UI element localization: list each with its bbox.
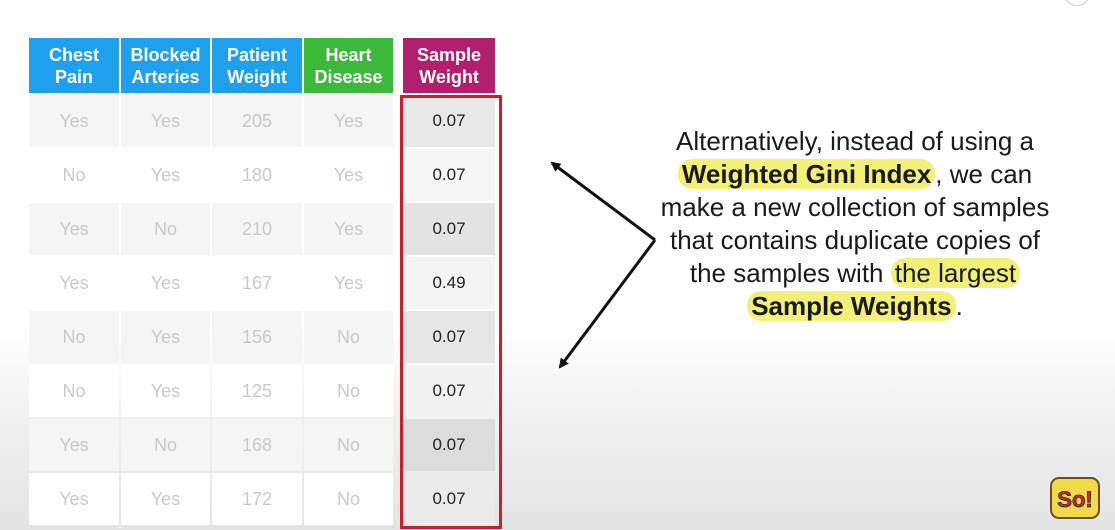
table-cell: No	[29, 365, 119, 417]
sample-weight-cell: 0.07	[403, 473, 495, 525]
sample-weight-cell: 0.07	[403, 149, 495, 201]
sample-weight-cell: 0.07	[403, 95, 495, 147]
table-cell: Yes	[121, 311, 210, 363]
table-cell: Yes	[121, 257, 210, 309]
explanation-part1: Alternatively, instead of using a	[676, 126, 1034, 156]
table-cell: 205	[212, 95, 302, 147]
table-cell: No	[29, 311, 119, 363]
table-cell: 168	[212, 419, 302, 471]
table-cell: 167	[212, 257, 302, 309]
table-cell: 210	[212, 203, 302, 255]
table-cell: 172	[212, 473, 302, 525]
sample-weight-cell: 0.07	[403, 365, 495, 417]
table-cell: No	[29, 149, 119, 201]
table-cell: Yes	[29, 257, 119, 309]
table-cell: Yes	[29, 473, 119, 525]
statquest-logo-icon: So!	[1048, 475, 1102, 521]
table-cell: No	[304, 311, 393, 363]
table-cell: Yes	[121, 149, 210, 201]
table-cell: No	[304, 419, 393, 471]
table-cell: No	[304, 473, 393, 525]
table-cell: Yes	[121, 95, 210, 147]
table-cell: Yes	[304, 257, 393, 309]
table-cell: No	[121, 203, 210, 255]
explanation-part2: , we can make a new collection of sample…	[660, 159, 1050, 288]
sample-weight-cell: 0.07	[403, 203, 495, 255]
table-cell: 180	[212, 149, 302, 201]
table-cell: Yes	[121, 473, 210, 525]
table-cell: 156	[212, 311, 302, 363]
highlight-largest: the largest	[890, 258, 1021, 288]
svg-text:So!: So!	[1057, 487, 1092, 512]
highlight-weighted-gini: Weighted Gini Index	[677, 159, 936, 189]
header-patient-weight: Patient Weight	[212, 38, 302, 93]
header-chest-pain: Chest Pain	[29, 38, 119, 93]
explanation-text: Alternatively, instead of using a Weight…	[650, 125, 1060, 323]
sample-weight-highlight-box	[400, 95, 502, 529]
sample-weight-cell: 0.07	[403, 311, 495, 363]
highlight-sample-weights: Sample Weights	[747, 291, 956, 321]
table-cell: Yes	[304, 95, 393, 147]
explanation-part3: .	[955, 291, 963, 321]
table-cell: Yes	[121, 365, 210, 417]
header-heart-disease: Heart Disease	[304, 38, 393, 93]
arrow-down	[558, 239, 657, 369]
header-sample-weight: Sample Weight	[403, 38, 495, 93]
table-cell: No	[121, 419, 210, 471]
sample-weight-cell: 0.07	[403, 419, 495, 471]
table-cell: Yes	[29, 95, 119, 147]
table-cell: Yes	[29, 203, 119, 255]
sample-weight-cell: 0.49	[403, 257, 495, 309]
header-blocked-arteries: Blocked Arteries	[121, 38, 210, 93]
table-cell: No	[304, 365, 393, 417]
arrow-up	[550, 161, 656, 242]
table-cell: Yes	[304, 203, 393, 255]
table-cell: 125	[212, 365, 302, 417]
table-cell: Yes	[304, 149, 393, 201]
table-cell: Yes	[29, 419, 119, 471]
